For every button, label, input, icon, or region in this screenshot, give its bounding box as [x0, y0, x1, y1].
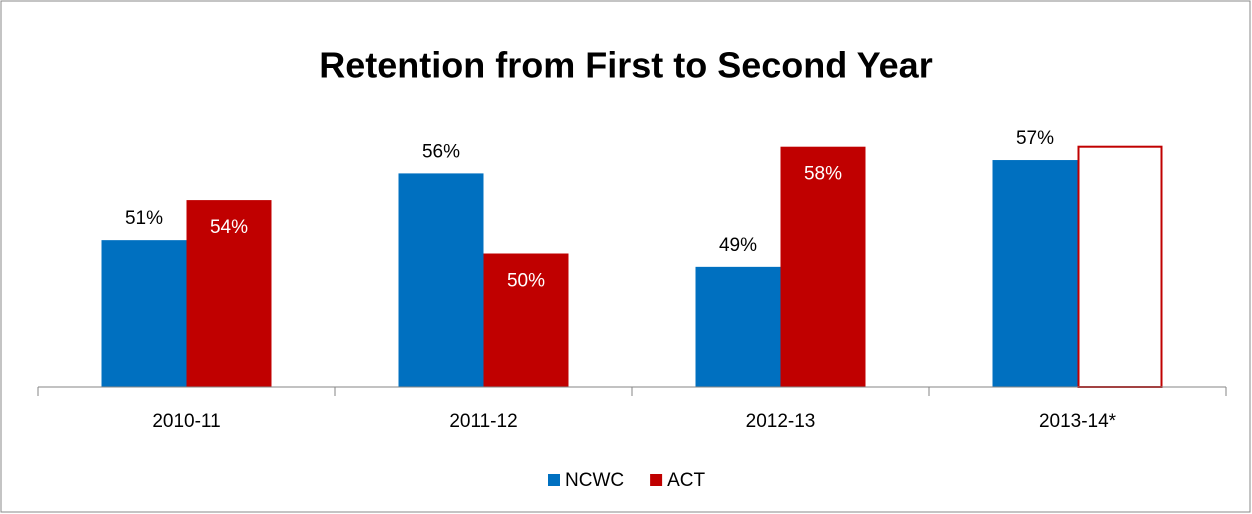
- bar: [992, 160, 1078, 387]
- bar: [780, 146, 866, 387]
- value-label: 56%: [422, 141, 460, 162]
- value-label: 57%: [1016, 128, 1054, 149]
- bar: [483, 253, 569, 387]
- chart-title: Retention from First to Second Year: [319, 45, 932, 86]
- x-tick-label: 2013-14*: [1039, 411, 1117, 432]
- value-label: 51%: [125, 208, 163, 229]
- legend-label: ACT: [667, 470, 705, 491]
- value-label: 58%: [804, 164, 842, 185]
- bar: [186, 200, 272, 387]
- x-tick-label: 2011-12: [449, 411, 517, 432]
- bar: [101, 240, 187, 387]
- bar: [398, 173, 484, 387]
- bar: [1077, 145, 1163, 388]
- value-label: 49%: [719, 235, 757, 256]
- bar: [695, 266, 781, 387]
- legend-swatch: [548, 474, 560, 486]
- value-label: 54%: [210, 217, 248, 238]
- value-label: 50%: [507, 271, 545, 292]
- legend-label: NCWC: [565, 470, 624, 491]
- x-tick-label: 2012-13: [746, 411, 816, 432]
- legend-swatch: [650, 474, 663, 486]
- x-tick-label: 2010-11: [152, 411, 220, 432]
